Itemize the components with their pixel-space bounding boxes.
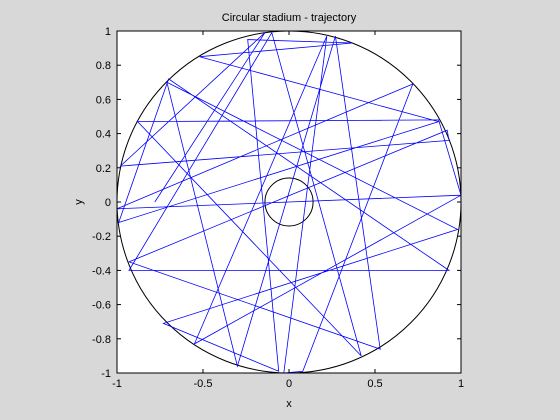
y-tick-label: 0.6 — [96, 94, 111, 106]
y-axis-label: y — [73, 199, 85, 205]
y-tick-label: 0.8 — [96, 60, 111, 72]
y-tick-label: -0.4 — [92, 265, 111, 277]
x-axis-label: x — [286, 398, 292, 410]
trajectory-line — [116, 31, 462, 374]
x-tick-label: 0.5 — [367, 378, 382, 390]
y-tick-label: 0.4 — [96, 129, 111, 141]
x-tick-label: 1 — [458, 378, 464, 390]
y-tick-label: -0.6 — [92, 300, 111, 312]
y-tick-label: 0 — [105, 197, 111, 209]
x-tick-label: 0 — [286, 378, 292, 390]
y-tick-label: 0.2 — [96, 163, 111, 175]
x-tick-label: -0.5 — [194, 378, 213, 390]
axis-ticks: -1 -0.5 0 0.5 1 1 0.8 0.6 0.4 0.2 0 -0.2 -0.4 -0.6 -0.… — [92, 26, 464, 390]
x-tick-label: -1 — [112, 378, 122, 390]
chart-title: Circular stadium - trajectory — [222, 12, 357, 24]
y-tick-label: -0.8 — [92, 334, 111, 346]
y-tick-label: 1 — [105, 26, 111, 38]
y-tick-label: -0.2 — [92, 231, 111, 243]
y-tick-label: -1 — [101, 368, 111, 380]
boundary-inner-circle — [264, 177, 314, 227]
